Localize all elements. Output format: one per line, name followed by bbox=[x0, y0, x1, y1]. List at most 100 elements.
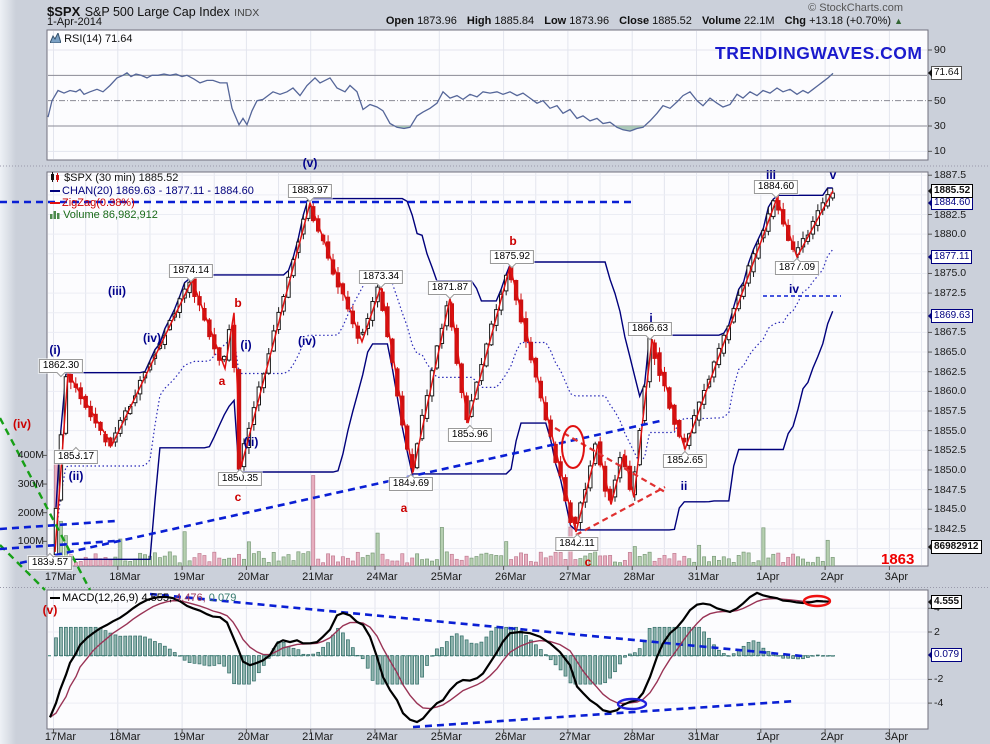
wave-label: c bbox=[584, 555, 592, 569]
y-axis-tick: -2 bbox=[934, 673, 944, 686]
y-axis-tick: 1865.0 bbox=[934, 346, 967, 359]
watermark: TRENDINGWAVES.COM bbox=[715, 43, 923, 63]
x-axis-label: 27Mar bbox=[559, 571, 591, 583]
y-axis-tick: 1850.0 bbox=[934, 463, 967, 476]
price-note: 1863 bbox=[881, 551, 915, 568]
macd-line-swatch bbox=[50, 597, 60, 600]
wave-label: iii bbox=[765, 168, 777, 182]
macd-legend: MACD(12,26,9) 4.555, 4.476, 0.079 bbox=[50, 592, 236, 604]
wave-label: a bbox=[400, 501, 408, 515]
y-axis-tick: 1880.0 bbox=[934, 228, 967, 241]
wave-label: iv bbox=[788, 282, 800, 296]
volume-legend: Volume 86,982,912 bbox=[50, 209, 158, 221]
copyright: © StockCharts.com bbox=[808, 2, 903, 14]
x-axis-label: 27Mar bbox=[559, 731, 591, 743]
chan-line-swatch bbox=[50, 190, 60, 193]
y-axis-tick: -4 bbox=[934, 697, 944, 710]
x-axis-label: 31Mar bbox=[687, 731, 720, 743]
price-pivot-callout: 1866.63 bbox=[627, 322, 673, 336]
price-pivot-callout: 1871.87 bbox=[427, 281, 473, 295]
y-axis-tick: 1845.0 bbox=[934, 503, 967, 516]
y-axis-tick: 1842.5 bbox=[934, 522, 967, 535]
high-label: High bbox=[466, 15, 492, 27]
y-axis-tick: 1857.5 bbox=[934, 405, 967, 417]
price-pivot-callout: 1839.57 bbox=[27, 556, 73, 570]
x-axis-label: 1Apr bbox=[756, 731, 780, 743]
y-axis-tick: 1855.0 bbox=[934, 424, 967, 437]
x-axis-label: 3Apr bbox=[884, 571, 909, 583]
x-axis-label: 20Mar bbox=[237, 731, 269, 743]
x-axis-label: 28Mar bbox=[623, 571, 655, 583]
price-legend: $SPX (30 min) 1885.52 bbox=[50, 172, 178, 184]
wave-label: c bbox=[234, 490, 242, 504]
price-legend-text: $SPX (30 min) 1885.52 bbox=[64, 172, 179, 184]
zigzag-legend: ZigZag(0.38%) bbox=[50, 197, 135, 209]
price-pivot-callout: 1873.34 bbox=[358, 270, 404, 284]
y-axis-tick: 1875.0 bbox=[934, 267, 967, 280]
zigzag-legend-text: ZigZag(0.38%) bbox=[62, 197, 135, 209]
y-axis-tick: 30 bbox=[934, 120, 946, 132]
header-title-row: $SPX S&P 500 Large Cap Index INDX bbox=[47, 3, 259, 21]
low-value: 1873.96 bbox=[569, 15, 610, 27]
price-pivot-callout: 1850.35 bbox=[217, 472, 263, 486]
candles-icon bbox=[51, 172, 59, 182]
y-axis-tick: 1852.5 bbox=[934, 444, 967, 457]
y-axis-tick: 10 bbox=[934, 145, 946, 158]
axis-price-callout: 1869.63 bbox=[927, 308, 974, 323]
x-axis-label: 25Mar bbox=[430, 571, 462, 583]
wave-label: v bbox=[829, 168, 837, 182]
chg-value: +13.18 (+0.70%) bbox=[809, 15, 892, 27]
x-axis-label: 21Mar bbox=[302, 571, 334, 583]
high-value: 1885.84 bbox=[494, 15, 535, 27]
x-axis-label: 17Mar bbox=[44, 571, 77, 583]
axis-price-callout: 86982912 bbox=[928, 539, 982, 554]
price-pivot-callout: 1842.11 bbox=[555, 537, 599, 551]
price-pivot-callout: 1874.14 bbox=[168, 264, 214, 278]
wave-label: (i) bbox=[240, 338, 252, 352]
quote-row: Open 1873.96 High 1885.84 Low 1873.96 Cl… bbox=[379, 15, 903, 27]
price-pivot-callout: 1883.97 bbox=[287, 184, 333, 198]
volume-legend-text: Volume 86,982,912 bbox=[63, 209, 158, 221]
price-pivot-callout: 1862.30 bbox=[38, 359, 84, 373]
wave-label: b bbox=[509, 234, 517, 248]
wave-label: b bbox=[234, 296, 242, 310]
wave-label: (i) bbox=[49, 343, 61, 357]
open-value: 1873.96 bbox=[417, 15, 457, 27]
macd-hist-value: 0.079 bbox=[208, 592, 237, 604]
chan-legend: CHAN(20) 1869.63 - 1877.11 - 1884.60 bbox=[50, 185, 254, 197]
close-value: 1885.52 bbox=[652, 15, 692, 27]
axis-price-callout: 1877.11 bbox=[927, 249, 973, 264]
x-axis-label: 26Mar bbox=[495, 571, 527, 583]
macd-signal-value: 4.476, bbox=[175, 592, 206, 604]
x-axis-label: 18Mar bbox=[109, 731, 141, 743]
open-label: Open bbox=[385, 15, 414, 27]
axis-rsi-callout: 71.64 bbox=[927, 66, 963, 81]
x-axis-label: 24Mar bbox=[366, 571, 398, 583]
x-axis-label: 28Mar bbox=[623, 731, 655, 743]
y-axis-tick: 1862.5 bbox=[934, 365, 967, 378]
close-label: Close bbox=[619, 15, 650, 27]
x-axis-label: 19Mar bbox=[173, 731, 205, 743]
price-pivot-callout: 1877.09 bbox=[774, 261, 820, 275]
x-axis-label: 25Mar bbox=[430, 731, 462, 743]
y-axis-tick: 2 bbox=[934, 626, 940, 638]
volume-value: 22.1M bbox=[743, 15, 775, 27]
volume-axis-tick: 400M bbox=[17, 449, 44, 462]
volume-label: Volume bbox=[701, 15, 741, 27]
x-axis-label: 2Apr bbox=[820, 731, 844, 743]
x-axis-label: 3Apr bbox=[884, 731, 909, 743]
wave-label: (ii) bbox=[243, 435, 259, 449]
x-axis-label: 2Apr bbox=[820, 571, 844, 583]
chan-legend-text: CHAN(20) 1869.63 - 1877.11 - 1884.60 bbox=[62, 185, 254, 197]
wave-label: (ii) bbox=[68, 469, 84, 483]
y-axis-tick: 90 bbox=[934, 44, 946, 56]
rsi-icon bbox=[49, 31, 62, 44]
x-axis-label: 26Mar bbox=[495, 731, 527, 743]
chg-label: Chg bbox=[784, 15, 806, 27]
price-pivot-callout: 1884.60 bbox=[753, 180, 799, 194]
price-pivot-callout: 1853.17 bbox=[53, 450, 99, 464]
zigzag-line-swatch bbox=[50, 202, 60, 205]
macd-value: 4.555, bbox=[141, 592, 173, 604]
